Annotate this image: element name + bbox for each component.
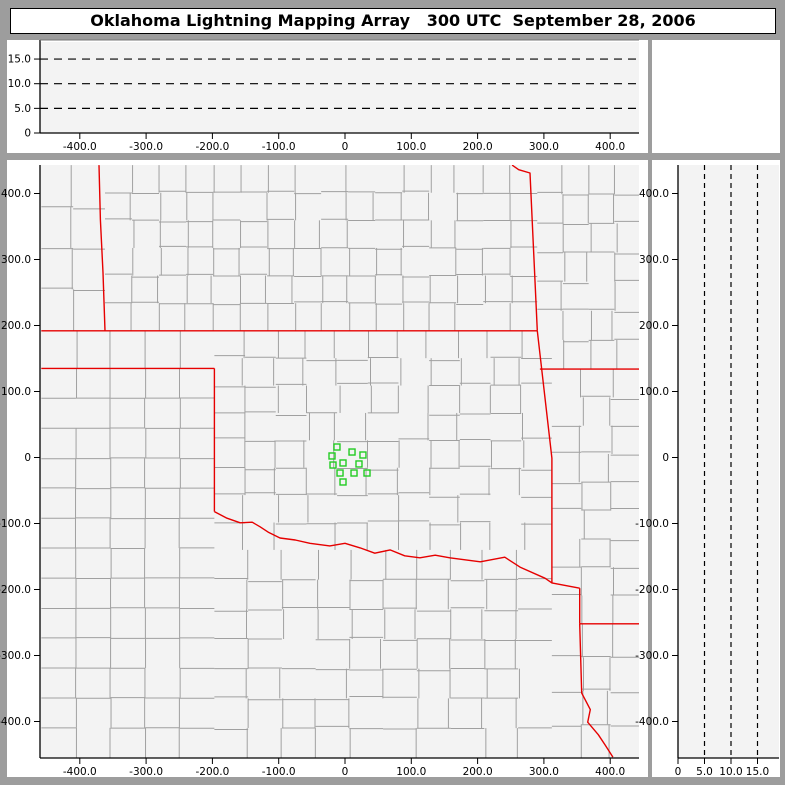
plan-view-plot: 400.0 300.0 200.0 100.0 0 -100.0 -200.0 -300.0 -… [0, 165, 639, 778]
tick-label: 0 [675, 766, 682, 778]
tick-label: 15.0 [8, 54, 31, 66]
tick-label: 400.0 [639, 188, 669, 200]
station-marker [355, 460, 363, 468]
tick-label: 0 [342, 141, 349, 153]
tick-label: 5.0 [696, 766, 713, 778]
tick-label: 0 [342, 766, 349, 778]
tick-label: -300.0 [129, 141, 163, 153]
station-marker [359, 451, 367, 459]
station-marker [339, 478, 347, 486]
lma-stations [328, 443, 371, 486]
tick-label: 400.0 [1, 188, 31, 200]
plot-area [678, 165, 779, 758]
tick-label: -300.0 [129, 766, 163, 778]
window-title: Oklahoma Lightning Mapping Array 300 UTC… [10, 8, 776, 34]
tick-label: 100.0 [1, 386, 31, 398]
tick-label: 10.0 [719, 766, 742, 778]
tick-label: 0 [662, 452, 669, 464]
tick-label: 0 [24, 128, 31, 140]
tick-label: -400.0 [63, 141, 97, 153]
tick-label: -400.0 [63, 766, 97, 778]
tick-label: 15.0 [746, 766, 769, 778]
altitude-ns-plot: 400.0 300.0 200.0 100.0 0 -100.0 -200.0 -300.0 -… [635, 165, 779, 778]
tick-label: 10.0 [8, 78, 31, 90]
tick-label: -100.0 [262, 766, 296, 778]
tick-label: -200.0 [195, 141, 229, 153]
tick-label: -100.0 [262, 141, 296, 153]
tick-label: -400.0 [0, 716, 31, 728]
tick-label: -300.0 [0, 650, 31, 662]
state-borders [41, 165, 639, 758]
tick-label: 200.0 [639, 320, 669, 332]
tick-label: 400.0 [595, 766, 625, 778]
station-marker [348, 448, 356, 456]
county-boundaries [41, 165, 639, 758]
tick-label: 200.0 [463, 141, 493, 153]
tick-label: 300.0 [529, 141, 559, 153]
tick-label: 5.0 [14, 103, 31, 115]
station-marker [336, 469, 344, 477]
station-marker [339, 459, 347, 467]
station-marker [363, 469, 371, 477]
station-marker [329, 461, 337, 469]
tick-label: 300.0 [639, 254, 669, 266]
station-marker [350, 469, 358, 477]
plot-area [40, 42, 639, 133]
tick-label: 100.0 [396, 141, 426, 153]
station-marker [328, 452, 336, 460]
tick-label: -300.0 [635, 650, 669, 662]
tick-label: -200.0 [0, 584, 31, 596]
tick-label: 100.0 [396, 766, 426, 778]
tick-label: -100.0 [635, 518, 669, 530]
tick-label: 200.0 [1, 320, 31, 332]
tick-label: 0 [24, 452, 31, 464]
tick-label: 400.0 [595, 141, 625, 153]
tick-label: 300.0 [1, 254, 31, 266]
tick-label: -200.0 [635, 584, 669, 596]
tick-label: -200.0 [195, 766, 229, 778]
tick-label: -100.0 [0, 518, 31, 530]
station-marker [333, 443, 341, 451]
histogram-panel-blank [652, 40, 780, 153]
altitude-ew-plot: 0 5.0 10.0 15.0 -400.0 -300.0 -200.0 -100.0 0 100… [8, 39, 639, 153]
tick-label: 300.0 [529, 766, 559, 778]
tick-label: -400.0 [635, 716, 669, 728]
tick-label: 200.0 [463, 766, 493, 778]
tick-label: 100.0 [639, 386, 669, 398]
